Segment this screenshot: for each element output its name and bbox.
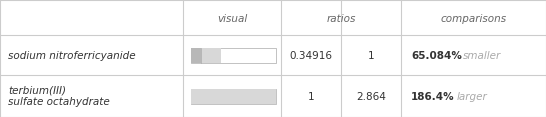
Text: visual: visual — [217, 14, 247, 24]
Bar — [191, 89, 276, 104]
Text: 2.864: 2.864 — [357, 91, 386, 102]
Text: smaller: smaller — [463, 51, 502, 61]
Bar — [191, 89, 276, 104]
Bar — [191, 48, 201, 63]
Bar — [191, 48, 221, 63]
Text: 1: 1 — [308, 91, 314, 102]
Text: 1: 1 — [368, 51, 375, 61]
Text: sodium nitroferricyanide: sodium nitroferricyanide — [8, 51, 136, 61]
Text: comparisons: comparisons — [441, 14, 507, 24]
Bar — [191, 48, 276, 63]
Text: 65.084%: 65.084% — [411, 51, 462, 61]
Text: larger: larger — [456, 91, 487, 102]
Text: 0.34916: 0.34916 — [290, 51, 333, 61]
Text: terbium(III)
sulfate octahydrate: terbium(III) sulfate octahydrate — [8, 86, 110, 107]
Text: 186.4%: 186.4% — [411, 91, 455, 102]
Text: ratios: ratios — [327, 14, 356, 24]
